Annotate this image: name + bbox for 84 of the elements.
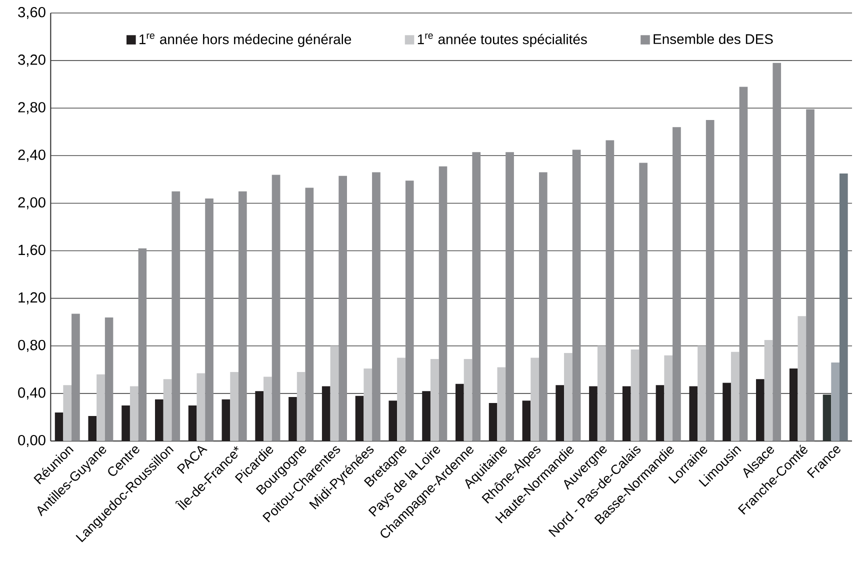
bar (639, 162, 648, 441)
y-tick-label: 1,60 (18, 244, 46, 257)
y-tick-label: 0,40 (18, 387, 46, 400)
bar (772, 62, 782, 441)
bar (155, 399, 164, 441)
bar (589, 386, 598, 441)
y-tick-label: 0,80 (18, 340, 46, 352)
bar (606, 140, 614, 441)
bar (430, 358, 439, 441)
bar (405, 180, 414, 441)
bar (764, 340, 773, 441)
bar (122, 405, 130, 441)
bar (288, 397, 297, 441)
bar (698, 346, 706, 441)
bar (689, 386, 698, 441)
bar (522, 400, 531, 441)
bar (656, 385, 664, 441)
y-tick-label: 1,20 (18, 292, 46, 304)
bar (355, 396, 364, 441)
bar (172, 191, 180, 441)
bar (296, 372, 306, 441)
bar (138, 248, 147, 441)
bar (205, 198, 214, 441)
bar (806, 109, 814, 441)
bar (238, 191, 247, 441)
bar (672, 127, 681, 441)
bar (422, 391, 430, 441)
bar (364, 368, 372, 441)
bar (556, 385, 564, 441)
bar (272, 174, 280, 441)
legend-label: 1$^{re}$ année toutes spécialités (418, 34, 587, 47)
bar (831, 362, 840, 441)
bar (305, 188, 314, 441)
bar (222, 399, 230, 441)
y-tick-label: 3,60 (18, 6, 46, 20)
bar (630, 349, 640, 441)
bar (756, 379, 764, 441)
bar (388, 400, 398, 441)
bar (506, 152, 514, 441)
bar (438, 166, 448, 441)
bar (530, 358, 539, 441)
bar (330, 346, 339, 441)
y-tick-label: 3,20 (18, 54, 46, 67)
bar (622, 386, 631, 441)
bar (88, 416, 97, 441)
bar (730, 352, 740, 441)
bar (130, 386, 138, 441)
y-tick-label: 0,00 (18, 434, 46, 448)
bar (196, 373, 206, 441)
y-tick-label: 2,80 (18, 102, 46, 114)
bar (464, 358, 472, 441)
bar (104, 317, 114, 441)
bar (397, 358, 406, 441)
bar (54, 412, 64, 441)
bar (739, 86, 748, 441)
legend-label: Ensemble des DES (654, 34, 773, 44)
bar (488, 402, 498, 441)
bar (338, 176, 347, 441)
bar (538, 172, 548, 441)
bar (472, 152, 481, 441)
bar (188, 405, 197, 441)
legend-label: 1$^{re}$ année hors médecine générale (140, 34, 352, 47)
bar (96, 374, 105, 441)
bar (264, 376, 272, 441)
bar (372, 172, 380, 441)
bar (798, 316, 806, 441)
bar (572, 150, 581, 441)
y-tick-label: 2,00 (18, 197, 46, 210)
bar (72, 314, 80, 441)
bar (597, 346, 606, 441)
y-tick-label: 2,40 (18, 150, 46, 162)
bar (255, 391, 264, 441)
bar (163, 379, 172, 441)
bar (722, 382, 731, 441)
bar (456, 384, 464, 441)
bar (839, 173, 848, 441)
bar (63, 385, 72, 441)
bar (230, 372, 238, 441)
bar (664, 355, 673, 441)
bar (564, 353, 572, 441)
bar (789, 368, 798, 441)
bar (706, 120, 714, 441)
bar (497, 367, 506, 441)
bar (322, 386, 330, 441)
